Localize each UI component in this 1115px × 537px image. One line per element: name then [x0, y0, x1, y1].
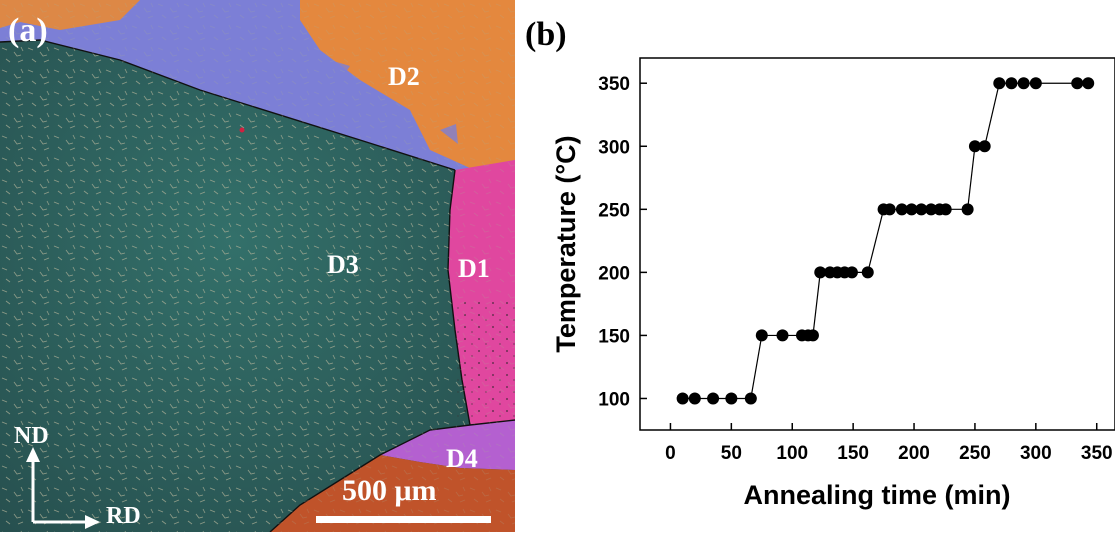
x-axis-label: Annealing time (min): [743, 480, 1010, 510]
x-tick-label: 150: [837, 443, 869, 464]
data-point: [978, 140, 991, 153]
y-tick-label: 300: [598, 137, 630, 158]
data-point: [939, 203, 952, 216]
grain-label-d4: D4: [446, 444, 478, 473]
panel-b-label: (b): [525, 16, 567, 53]
y-axis: 100 150 200 250 300 350: [598, 74, 647, 410]
connector-lines: [682, 82, 1089, 400]
x-tick-label: 200: [898, 443, 930, 464]
connector-segment: [750, 335, 763, 399]
x-tick-label: 250: [959, 443, 991, 464]
grain-label-d1: D1: [458, 254, 490, 283]
data-point: [861, 266, 874, 279]
x-tick-label: 350: [1081, 443, 1113, 464]
data-point: [676, 392, 689, 405]
data-point: [883, 203, 896, 216]
nd-arrow-icon: [26, 447, 40, 462]
y-tick-label: 350: [598, 74, 630, 95]
data-point: [895, 203, 908, 216]
y-tick-label: 150: [598, 326, 630, 347]
data-point: [755, 329, 768, 342]
x-tick-label: 100: [776, 443, 808, 464]
connector-segment: [812, 272, 821, 336]
chart-panel: (b) 0 50 100 150 200 250 300 350 100 150 200 250 30…: [515, 0, 1115, 532]
data-point: [993, 77, 1006, 90]
data-point: [744, 392, 757, 405]
chart: (b) 0 50 100 150 200 250 300 350 100 150 200 250 30…: [525, 16, 1115, 510]
y-axis-label: Temperature (°C): [551, 135, 581, 352]
data-point: [688, 392, 701, 405]
data-point: [905, 203, 918, 216]
x-axis: 0 50 100 150 200 250 300 350: [665, 423, 1113, 464]
x-tick-label: 300: [1020, 443, 1052, 464]
y-tick-label: 200: [598, 263, 630, 284]
micrograph-image: [0, 0, 515, 532]
grain-label-d3: D3: [327, 250, 359, 279]
data-point: [961, 203, 974, 216]
connector-segment: [984, 83, 1000, 147]
orientation-axes: [26, 447, 100, 529]
connector-segment: [867, 209, 885, 273]
y-tick-label: 250: [598, 200, 630, 221]
data-point: [725, 392, 738, 405]
rd-arrow-icon: [85, 515, 100, 529]
data-point: [1071, 77, 1084, 90]
scale-bar: [316, 516, 491, 523]
data-points: [676, 77, 1095, 405]
micrograph-panel: [0, 0, 515, 532]
scale-bar-label: 500 μm: [342, 474, 437, 507]
data-point: [806, 329, 819, 342]
grain-label-d2: D2: [388, 62, 420, 91]
data-point: [1017, 77, 1030, 90]
data-point: [1029, 77, 1042, 90]
data-point: [968, 140, 981, 153]
data-point: [1082, 77, 1095, 90]
data-point: [915, 203, 928, 216]
data-point: [814, 266, 827, 279]
connector-segment: [967, 146, 976, 210]
nd-label: ND: [14, 423, 49, 449]
data-point: [776, 329, 789, 342]
plot-frame: [639, 57, 1115, 431]
data-point: [925, 203, 938, 216]
y-tick-label: 100: [598, 389, 630, 410]
x-tick-label: 0: [665, 443, 676, 464]
rd-label: RD: [106, 503, 141, 529]
data-point: [1005, 77, 1018, 90]
data-point: [707, 392, 720, 405]
panel-a-label: (a): [8, 12, 48, 49]
data-point: [845, 266, 858, 279]
x-tick-label: 50: [721, 443, 742, 464]
